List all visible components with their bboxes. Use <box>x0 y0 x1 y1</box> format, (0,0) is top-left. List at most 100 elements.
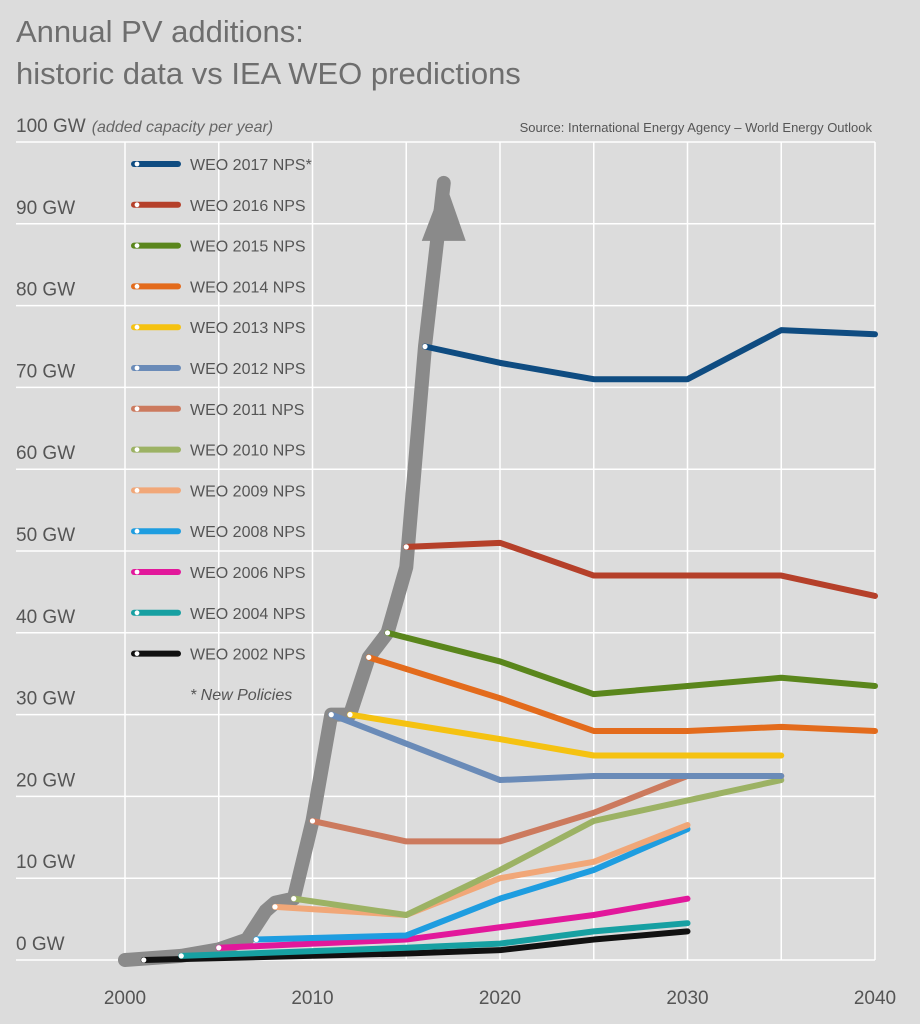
series-start-marker <box>403 544 409 550</box>
series-line <box>328 711 785 784</box>
series-start-marker <box>328 712 334 718</box>
y-axis-label: 100 GW (added capacity per year) <box>16 116 273 137</box>
legend-item: WEO 2015 NPS <box>131 239 306 256</box>
legend-footnote: * New Policies <box>190 687 292 704</box>
y-tick-label: 70 GW <box>16 361 75 382</box>
series-line <box>384 629 878 698</box>
legend-label: WEO 2016 NPS <box>190 198 306 215</box>
legend-label: WEO 2012 NPS <box>190 361 306 378</box>
legend-item: WEO 2017 NPS* <box>131 157 312 174</box>
y-axis-max-label: 100 GW <box>16 116 86 137</box>
series <box>309 772 785 845</box>
series-start-marker <box>366 654 372 660</box>
legend-swatch-dot <box>134 324 140 330</box>
legend-label: WEO 2009 NPS <box>190 483 306 500</box>
legend-item: WEO 2011 NPS <box>131 402 304 419</box>
y-tick-label: 60 GW <box>16 443 75 464</box>
y-tick-label: 30 GW <box>16 689 75 710</box>
series-start-marker <box>272 904 278 910</box>
grid <box>16 141 876 961</box>
legend-label: WEO 2017 NPS* <box>190 157 312 174</box>
legend-swatch-dot <box>134 243 140 249</box>
legend-label: WEO 2013 NPS <box>190 320 306 337</box>
y-tick-label: 10 GW <box>16 852 75 873</box>
series-start-marker <box>253 936 259 943</box>
series-start-marker <box>422 343 428 350</box>
series-line <box>140 928 691 963</box>
y-tick-label: 90 GW <box>16 198 75 219</box>
series <box>365 654 878 734</box>
x-tick-label: 2010 <box>291 988 333 1009</box>
series-line <box>215 895 691 951</box>
series-line <box>365 654 878 734</box>
legend-swatch-dot <box>134 161 140 167</box>
y-axis-note: (added capacity per year) <box>92 119 273 136</box>
x-tick-label: 2020 <box>479 988 521 1009</box>
source-note: Source: International Energy Agency – Wo… <box>520 120 873 135</box>
x-tick-label: 2030 <box>666 988 708 1009</box>
series <box>403 539 878 599</box>
legend-swatch-dot <box>134 488 140 493</box>
series <box>215 895 691 951</box>
series <box>140 928 691 963</box>
legend-item: WEO 2014 NPS <box>131 279 306 296</box>
legend-swatch-dot <box>134 284 140 289</box>
x-tick-labels: 2000 2010 2020 2030 2040 <box>104 988 896 1009</box>
series-start-marker <box>384 630 391 636</box>
y-tick-label: 80 GW <box>16 280 75 301</box>
y-tick-label: 40 GW <box>16 607 75 628</box>
series-line <box>309 772 785 845</box>
legend-swatch-dot <box>134 447 140 452</box>
series-line <box>403 539 878 599</box>
series-start-marker <box>141 957 147 963</box>
legend-item: WEO 2009 NPS <box>131 483 306 500</box>
chart-title-line2: historic data vs IEA WEO predictions <box>16 56 521 91</box>
series <box>272 822 691 919</box>
series <box>347 711 785 759</box>
series-line <box>290 777 785 919</box>
y-tick-label: 50 GW <box>16 525 75 546</box>
historic-arrowhead <box>421 180 466 241</box>
legend-item: WEO 2012 NPS <box>131 361 306 378</box>
series <box>178 920 691 959</box>
legend-item: WEO 2002 NPS <box>131 647 306 664</box>
legend-swatch-dot <box>134 528 140 534</box>
legend-item: WEO 2004 NPS <box>131 606 306 623</box>
legend-swatch-dot <box>134 569 140 575</box>
legend-swatch-dot <box>134 406 140 412</box>
legend-item: WEO 2006 NPS <box>131 565 306 582</box>
legend-swatch-dot <box>134 202 140 208</box>
legend: WEO 2017 NPS* WEO 2016 NPS WEO 2015 NPS WEO… <box>131 157 312 704</box>
series-lines <box>140 327 878 963</box>
series-line <box>253 826 691 943</box>
legend-item: WEO 2008 NPS <box>131 524 306 541</box>
legend-item: WEO 2010 NPS <box>131 443 306 460</box>
series-start-marker <box>291 896 297 902</box>
series-start-marker <box>216 945 222 951</box>
series-start-marker <box>309 818 316 824</box>
y-tick-label: 0 GW <box>16 934 65 955</box>
legend-item: WEO 2013 NPS <box>131 320 306 337</box>
legend-label: WEO 2015 NPS <box>190 239 306 256</box>
legend-swatch-dot <box>134 365 140 371</box>
series-line <box>272 822 691 919</box>
legend-swatch-dot <box>134 651 140 656</box>
legend-label: WEO 2008 NPS <box>190 524 306 541</box>
series <box>422 327 878 383</box>
x-tick-label: 2000 <box>104 988 146 1009</box>
x-tick-label: 2040 <box>854 988 896 1009</box>
series-start-marker <box>178 953 184 959</box>
legend-label: WEO 2004 NPS <box>190 606 306 623</box>
legend-item: WEO 2016 NPS <box>131 198 306 215</box>
series-line <box>178 920 691 959</box>
legend-label: WEO 2002 NPS <box>190 647 306 664</box>
series-line <box>422 327 878 383</box>
series <box>384 629 878 698</box>
legend-label: WEO 2010 NPS <box>190 443 306 460</box>
y-tick-label: 20 GW <box>16 770 75 791</box>
series-line <box>347 711 785 759</box>
series <box>290 777 785 919</box>
legend-label: WEO 2006 NPS <box>190 565 306 582</box>
legend-swatch-dot <box>134 610 140 616</box>
